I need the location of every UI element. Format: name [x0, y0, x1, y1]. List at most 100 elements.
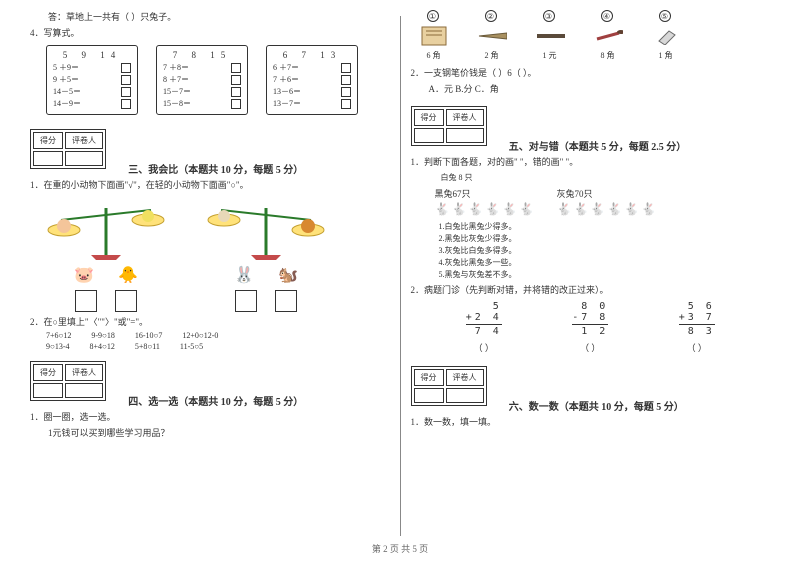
q2-text: 2．一支钢笔价钱是（ ）6（ ）。	[411, 67, 771, 80]
score-box: 得分评卷人	[30, 129, 106, 169]
shop-item: ② 2 角	[477, 10, 507, 61]
item-number: ④	[601, 10, 613, 22]
brush-icon	[593, 24, 623, 48]
balance-scale: 🐷 🐥	[46, 200, 166, 312]
answer-box[interactable]	[341, 75, 351, 85]
sec3-q2: 2．在○里填上"〈""〉"或"="。	[30, 316, 390, 329]
item-row: ① 6 角 ② 2 角 ③ 1 元 ④ 8 角 ⑤ 1	[419, 10, 771, 61]
left-column: 答：草地上一共有（ ）只兔子。 4．写算式。 5 9 14 5 ＋9＝ 9 ＋5…	[20, 8, 400, 540]
arithmetic-problem: 5 6 +3 7 8 3	[679, 301, 715, 337]
calc-header: 5 9 14	[53, 50, 131, 60]
answer-box[interactable]	[121, 87, 131, 97]
rabbit-icon: 🐇	[590, 202, 605, 217]
item-number: ⑤	[659, 10, 671, 22]
balance-scale: 🐰 🐿️	[206, 200, 326, 312]
answer-box[interactable]	[231, 63, 241, 73]
rabbit-icon: 🐇	[485, 202, 500, 217]
answer-box[interactable]	[231, 75, 241, 85]
item-number: ③	[543, 10, 555, 22]
answer-box[interactable]	[121, 75, 131, 85]
shop-item: ⑤ 1 角	[651, 10, 681, 61]
rabbit-icon: 🐰	[231, 264, 257, 286]
q2-options: A．元 B.分 C．角	[411, 83, 771, 96]
check-box[interactable]	[235, 290, 257, 312]
judge-item: 4.灰兔比黑兔多一些。	[439, 257, 771, 268]
shop-item: ③ 1 元	[535, 10, 565, 61]
black-rabbit-label: 黑兔67只	[435, 187, 545, 200]
answer-box[interactable]	[121, 63, 131, 73]
calc-box-row: 5 9 14 5 ＋9＝ 9 ＋5＝ 14－5＝ 14－9＝ 7 8 15 7 …	[46, 45, 390, 115]
sec3-q1: 1．在重的小动物下面画"√"，在轻的小动物下面画"○"。	[30, 179, 390, 192]
calc-card: 7 8 15 7 ＋8＝ 8 ＋7＝ 15－7＝ 15－8＝	[156, 45, 248, 115]
judge-item: 3.灰兔比白兔多得多。	[439, 245, 771, 256]
arithmetic-problem: 5 +2 4 7 4	[466, 301, 502, 337]
pencil-icon	[477, 24, 507, 48]
sec5-q2: 2．病题门诊（先判断对错，并将错的改正过来）。	[411, 284, 771, 297]
scale-icon	[46, 200, 166, 260]
answer-box[interactable]	[231, 87, 241, 97]
rabbit-icon: 🐇	[641, 202, 656, 217]
arithmetic-problem: 8 0 -7 8 1 2	[572, 301, 608, 337]
white-rabbit-label: 白兔 8 只	[411, 172, 771, 183]
rabbit-icon: 🐇	[451, 202, 466, 217]
section-3-title: 三、我会比（本题共 10 分，每题 5 分）	[128, 165, 303, 176]
right-column: ① 6 角 ② 2 角 ③ 1 元 ④ 8 角 ⑤ 1	[401, 8, 781, 540]
score-box: 得分评卷人	[30, 361, 106, 401]
answer-box[interactable]	[341, 87, 351, 97]
rabbit-icon: 🐇	[468, 202, 483, 217]
paren-blank[interactable]: （ ）	[474, 341, 494, 354]
paren-blank[interactable]: （ ）	[580, 341, 600, 354]
section-4-title: 四、选一选（本题共 10 分，每题 5 分）	[128, 397, 303, 408]
calc-card: 6 7 13 6 ＋7＝ 7 ＋6＝ 13－6＝ 13－7＝	[266, 45, 358, 115]
rabbit-icon: 🐇	[624, 202, 639, 217]
rabbit-icon: 🐇	[557, 202, 572, 217]
score-box: 得分评卷人	[411, 366, 487, 406]
shop-item: ④ 8 角	[593, 10, 623, 61]
equation-row: 7+6○12 9-9○18 16-10○7 12+0○12-0	[46, 331, 390, 340]
judge-list: 1.白兔比黑兔少得多。 2.黑兔比灰兔少得多。 3.灰兔比白兔多得多。 4.灰兔…	[439, 221, 771, 280]
scale-icon	[206, 200, 326, 260]
balance-row: 🐷 🐥 🐰	[46, 200, 390, 312]
rabbit-section: 黑兔67只 🐇 🐇 🐇 🐇 🐇 🐇 灰兔70只 🐇 🐇 🐇 🐇	[435, 187, 771, 217]
judge-item: 1.白兔比黑兔少得多。	[439, 221, 771, 232]
answer-box[interactable]	[121, 99, 131, 109]
black-rabbit-group: 黑兔67只 🐇 🐇 🐇 🐇 🐇 🐇	[435, 187, 545, 217]
shop-item: ① 6 角	[419, 10, 449, 61]
score-box: 得分评卷人	[411, 106, 487, 146]
rabbit-cluster: 🐇 🐇 🐇 🐇 🐇 🐇	[435, 202, 545, 217]
judge-item: 2.黑兔比灰兔少得多。	[439, 233, 771, 244]
item-price: 1 角	[659, 50, 673, 61]
rabbit-icon: 🐇	[435, 202, 450, 217]
eraser-icon	[651, 24, 681, 48]
sec4-q1: 1．圈一圈，选一选。	[30, 411, 390, 424]
rabbit-icon: 🐇	[502, 202, 517, 217]
check-box[interactable]	[115, 290, 137, 312]
sec4-q1-sub: 1元钱可以买到哪些学习用品？	[30, 427, 390, 440]
item-number: ①	[427, 10, 439, 22]
paren-blank[interactable]: （ ）	[687, 341, 707, 354]
answer-line: 答：草地上一共有（ ）只兔子。	[30, 11, 390, 24]
item-price: 8 角	[601, 50, 615, 61]
sec6-q1: 1．数一数，填一填。	[411, 416, 771, 429]
answer-box[interactable]	[231, 99, 241, 109]
answer-box[interactable]	[341, 99, 351, 109]
item-number: ②	[485, 10, 497, 22]
notebook-icon	[419, 24, 449, 48]
item-price: 6 角	[427, 50, 441, 61]
arithmetic-row: 5 +2 4 7 4 8 0 -7 8 1 2 5 6 +3 7 8 3	[431, 301, 751, 337]
section-5-title: 五、对与错（本题共 5 分，每题 2.5 分）	[509, 142, 687, 153]
pen-icon	[535, 24, 565, 48]
check-box[interactable]	[275, 290, 297, 312]
pig-icon: 🐷	[71, 264, 97, 286]
check-box[interactable]	[75, 290, 97, 312]
equation-row: 9○13-4 8+4○12 5+8○11 11-5○5	[46, 342, 390, 351]
paren-row: （ ） （ ） （ ）	[431, 341, 751, 354]
rabbit-icon: 🐇	[519, 202, 534, 217]
section-6-title: 六、数一数（本题共 10 分，每题 5 分）	[509, 402, 684, 413]
sec5-q1: 1．判断下面各题，对的画" "，错的画" "。	[411, 156, 771, 169]
rabbit-icon: 🐇	[573, 202, 588, 217]
answer-box[interactable]	[341, 63, 351, 73]
item-price: 2 角	[485, 50, 499, 61]
page-footer: 第 2 页 共 5 页	[0, 542, 800, 555]
item-price: 1 元	[543, 50, 557, 61]
